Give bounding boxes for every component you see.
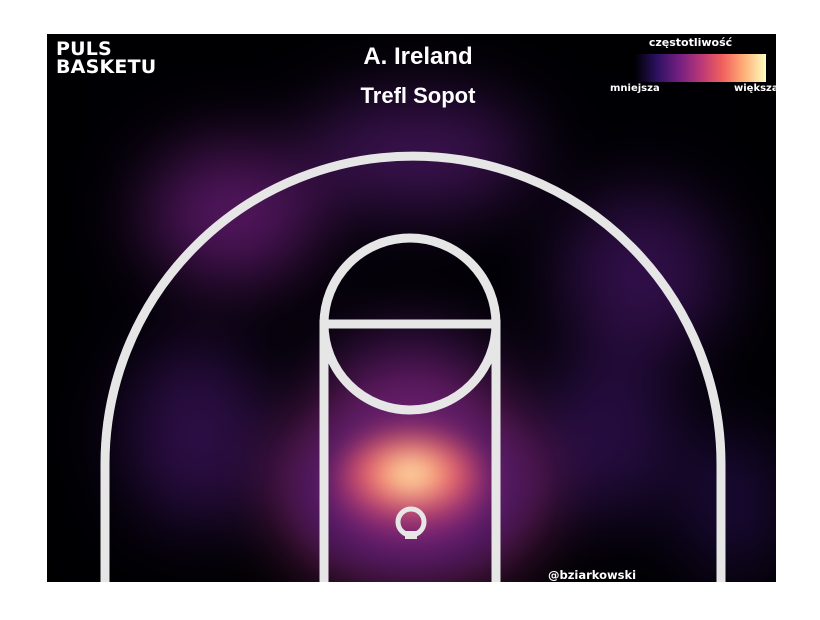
logo-line-1: PULS (56, 38, 112, 60)
legend-colorbar (635, 54, 766, 82)
heatmap-hot-core (296, 404, 526, 574)
heat-blob (538, 353, 676, 515)
logo-line-2: BASKETU (56, 56, 157, 78)
heatmap-layer (47, 34, 776, 582)
legend-gradient (635, 54, 766, 82)
free-throw-circle (319, 233, 501, 415)
legend-max-label: większa (734, 83, 776, 94)
shot-heatmap-chart: PULS BASKETU A. Ireland Trefl Sopot częs… (47, 34, 776, 582)
court-lines (100, 151, 726, 582)
basket-neck (405, 531, 417, 539)
frequency-legend: częstotliwość mniejsza większa (605, 35, 776, 97)
puls-basketu-logo: PULS BASKETU (56, 38, 157, 78)
team-subtitle: Trefl Sopot (360, 83, 476, 108)
heat-blob (685, 435, 776, 573)
legend-title: częstotliwość (648, 36, 733, 49)
player-title: A. Ireland (363, 43, 473, 70)
author-credit: @bziarkowski (548, 568, 637, 582)
heat-core-blob (390, 460, 432, 488)
paint-lane (319, 319, 501, 582)
three-point-line (100, 151, 726, 582)
heat-blob (128, 342, 266, 526)
legend-min-label: mniejsza (610, 83, 660, 94)
